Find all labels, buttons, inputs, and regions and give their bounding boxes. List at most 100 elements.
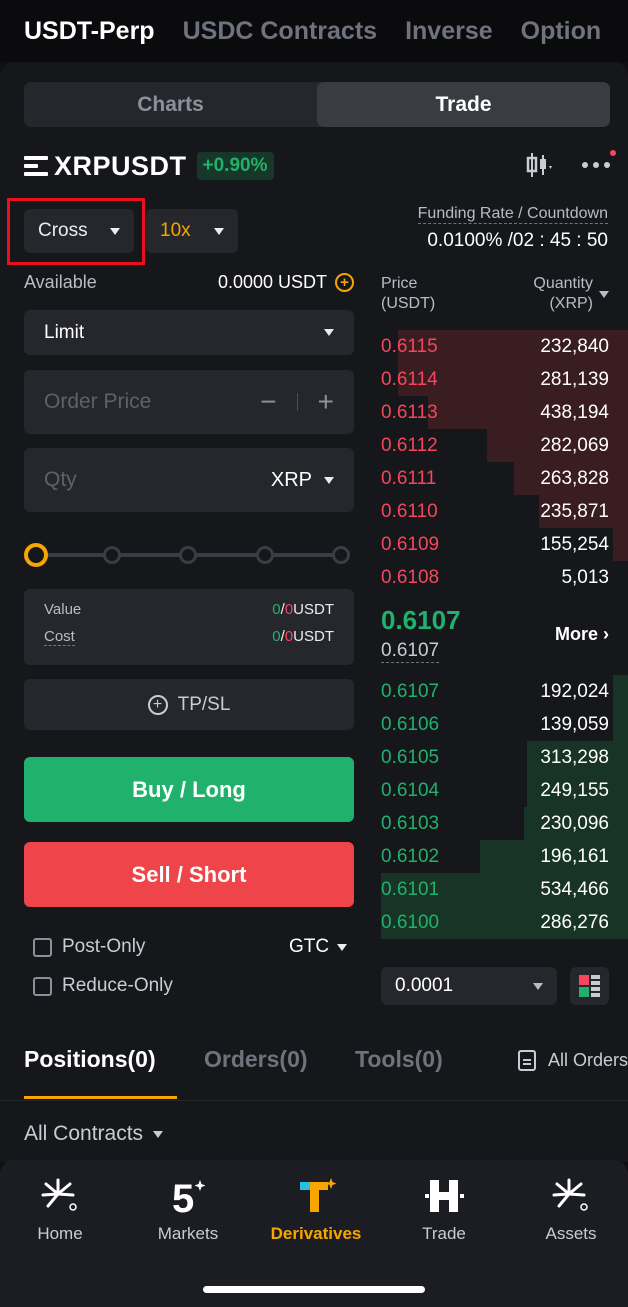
charts-tab[interactable]: Charts [137,92,204,116]
tab-inverse[interactable]: Inverse [405,16,493,45]
orderbook-layout-button[interactable] [570,967,609,1005]
bid-row[interactable]: 0.6100 286,276 [381,906,628,939]
slider-stop-75[interactable] [256,546,274,564]
value-long: 0 [272,601,281,618]
nav-assets[interactable]: Assets [516,1172,626,1244]
order-quantity: 232,840 [540,336,609,357]
order-price: 0.6108 [381,567,440,588]
trade-tab[interactable]: Trade [317,82,610,127]
depth-bar [539,495,628,528]
order-quantity: 281,139 [540,369,609,390]
price-header: Price [381,275,418,292]
ask-row[interactable]: 0.6114 281,139 [381,363,628,396]
tab-positions[interactable]: Positions(0) [24,1046,156,1072]
precision-select[interactable]: 0.0001 [381,967,557,1005]
order-price: 0.6107 [381,681,440,702]
bid-row[interactable]: 0.6107 192,024 [381,675,628,708]
svg-text:5: 5 [172,1177,194,1218]
markets-5-icon: 5 [172,1177,206,1218]
ask-row[interactable]: 0.6115 232,840 [381,330,628,363]
slider-stop-25[interactable] [103,546,121,564]
slider-stop-0[interactable] [24,543,48,567]
qty-input[interactable]: Qty XRP [24,448,354,512]
sell-short-button[interactable]: Sell / Short [24,842,354,907]
plus-circle-icon: + [147,694,168,715]
nav-home[interactable]: Home [5,1172,115,1244]
tpsl-button[interactable]: + TP/SL [24,679,354,730]
depth-bar [613,675,628,708]
quantity-unit: (XRP) [549,295,593,312]
ask-row[interactable]: 0.6113 438,194 [381,396,628,429]
tab-usdt-perp[interactable]: USDT-Perp [24,16,155,45]
ask-row[interactable]: 0.6109 155,254 [381,528,628,561]
active-tab-underline [24,1096,177,1099]
chevron-down-icon [214,227,224,235]
bid-row[interactable]: 0.6106 139,059 [381,708,628,741]
more-link[interactable]: More › [555,624,609,645]
order-quantity: 155,254 [540,534,609,555]
available-value: 0.0000 USDT [217,272,327,292]
order-price: 0.6115 [381,336,438,357]
ask-row[interactable]: 0.6110 235,871 [381,495,628,528]
nav-assets-label: Assets [545,1224,597,1243]
time-in-force-select[interactable]: GTC [289,936,348,958]
reduce-only-checkbox[interactable]: Reduce-Only [33,975,173,997]
increase-price-button[interactable]: + [317,386,334,417]
post-only-label: Post-Only [62,936,146,957]
price-change-badge: +0.90% [196,152,274,180]
bid-row[interactable]: 0.6103 230,096 [381,807,628,840]
tab-option[interactable]: Option [520,16,602,45]
tpsl-label: TP/SL [177,693,231,715]
chevron-down-icon [599,290,609,298]
nav-trade[interactable]: Trade [389,1172,499,1244]
order-price-input[interactable]: Order Price − + [24,370,354,434]
quantity-header[interactable]: Quantity (XRP) [533,274,609,314]
mark-price[interactable]: 0.6107 [381,640,440,663]
reduce-only-label: Reduce-Only [62,975,173,996]
order-quantity: 249,155 [540,780,609,801]
funding-info[interactable]: Funding Rate / Countdown 0.0100% /02 : 4… [417,205,608,252]
ask-row[interactable]: 0.6112 282,069 [381,429,628,462]
all-orders-link[interactable]: All Orders [517,1050,628,1071]
candlestick-icon[interactable] [524,150,554,180]
more-label: More [554,624,598,644]
cost-label[interactable]: Cost [44,628,75,646]
bid-row[interactable]: 0.6104 249,155 [381,774,628,807]
depth-bar [381,906,628,939]
order-quantity: 438,194 [540,402,609,423]
tab-usdc-contracts[interactable]: USDC Contracts [182,16,378,45]
nav-markets-label: Markets [157,1224,219,1243]
ask-row[interactable]: 0.6111 263,828 [381,462,628,495]
decrease-price-button[interactable]: − [260,386,277,417]
depth-bar [381,873,628,906]
bid-row[interactable]: 0.6102 196,161 [381,840,628,873]
tab-tools[interactable]: Tools(0) [355,1046,443,1072]
chevron-down-icon [337,943,348,951]
chevron-down-icon [324,329,334,336]
tab-orders[interactable]: Orders(0) [204,1046,308,1072]
qty-unit-select[interactable]: XRP [270,468,312,491]
post-only-checkbox[interactable]: Post-Only [33,936,145,958]
slider-stop-50[interactable] [179,546,197,564]
more-options-icon[interactable] [582,150,616,168]
margin-mode-select[interactable]: Cross [24,209,134,253]
symbol-name[interactable]: XRPUSDT [54,150,187,181]
all-contracts-filter[interactable]: All Contracts [24,1122,164,1146]
add-funds-icon[interactable]: + [335,273,354,292]
bid-row[interactable]: 0.6105 313,298 [381,741,628,774]
depth-bar [398,330,628,363]
qty-slider[interactable] [24,543,354,567]
ask-row[interactable]: 0.6108 5,013 [381,561,628,594]
chevron-right-icon: › [603,624,609,644]
menu-lines-icon[interactable] [24,155,48,177]
slider-stop-100[interactable] [332,546,350,564]
nav-derivatives[interactable]: Derivatives [261,1172,371,1244]
depth-bar [514,462,628,495]
leverage-select[interactable]: 10x [146,209,238,253]
bid-row[interactable]: 0.6101 534,466 [381,873,628,906]
order-type-select[interactable]: Limit [24,310,354,355]
buy-long-button[interactable]: Buy / Long [24,757,354,822]
qty-placeholder: Qty [44,468,77,491]
depth-bar [479,840,628,873]
nav-markets[interactable]: 5 Markets [133,1172,243,1244]
